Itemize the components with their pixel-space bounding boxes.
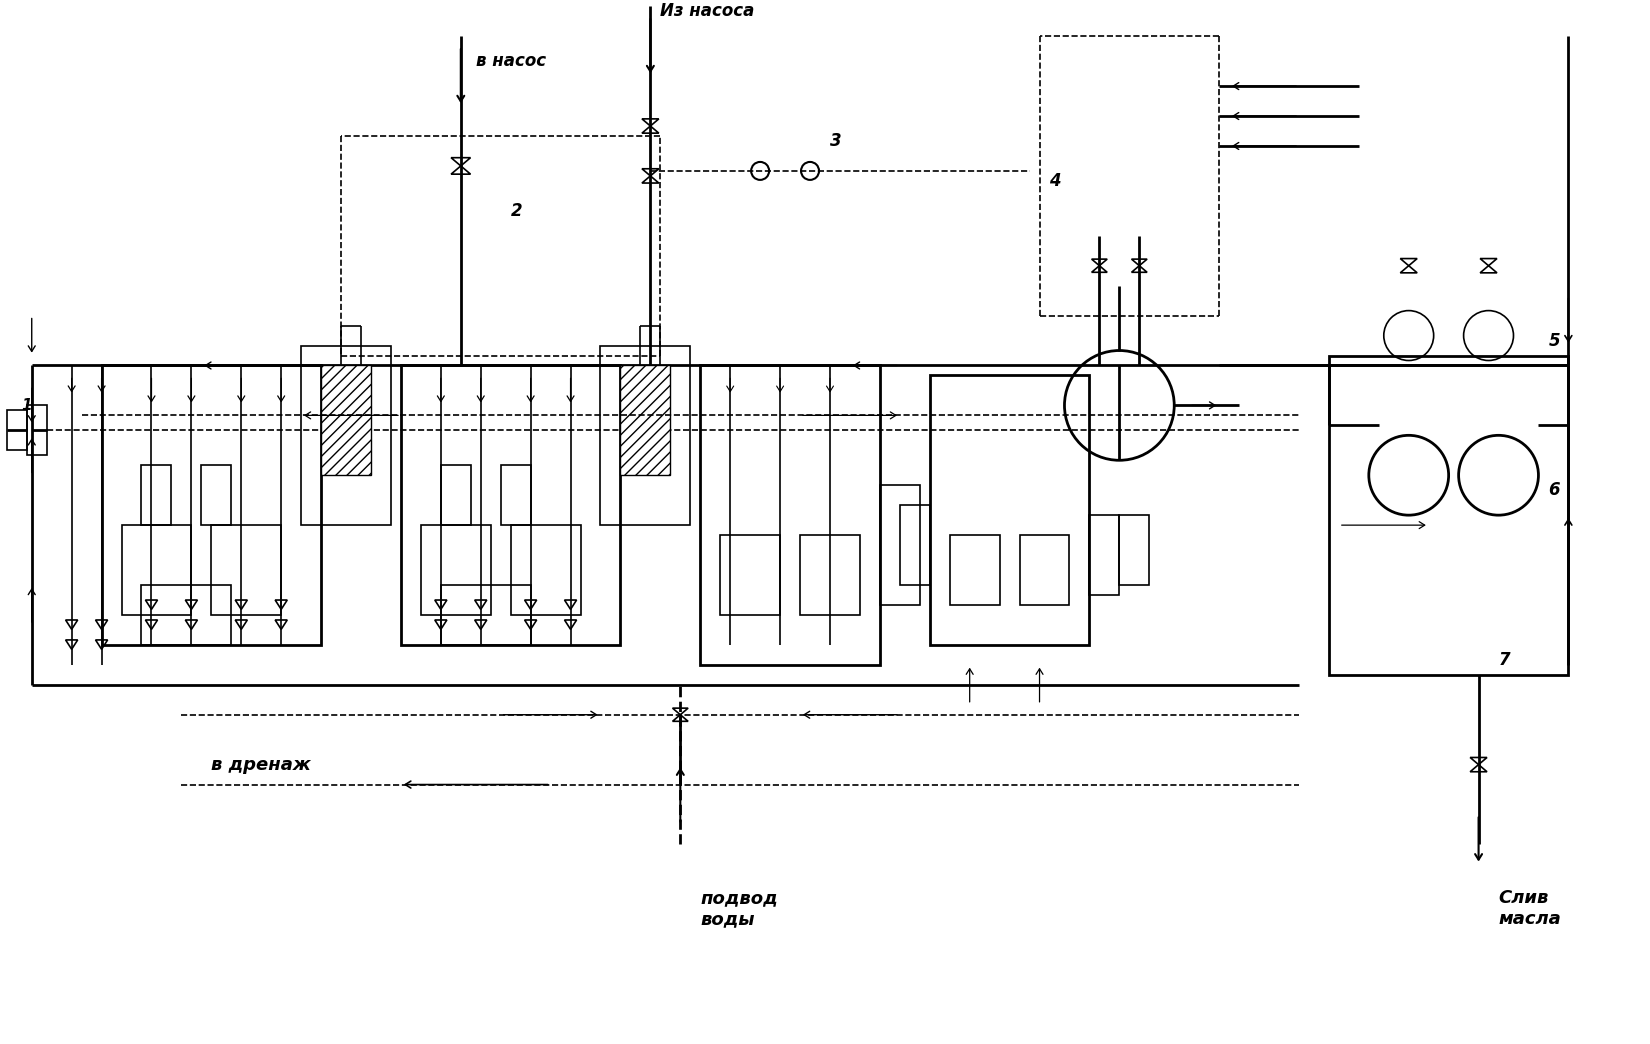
Bar: [26, 405, 46, 455]
Bar: [142, 585, 231, 645]
Bar: [401, 365, 620, 645]
Bar: [441, 466, 470, 525]
Text: 1: 1: [21, 399, 33, 413]
Text: 4: 4: [1049, 172, 1061, 190]
Text: 3: 3: [830, 132, 842, 150]
Bar: [102, 365, 322, 645]
Bar: [211, 525, 280, 615]
Bar: [122, 525, 191, 615]
Bar: [899, 505, 929, 585]
Bar: [512, 525, 581, 615]
Bar: [7, 410, 26, 450]
Bar: [601, 346, 690, 525]
Bar: [201, 466, 231, 525]
Text: 2: 2: [512, 201, 523, 220]
Bar: [721, 536, 780, 615]
Text: в дренаж: в дренаж: [211, 756, 312, 774]
Text: подвод
воды: подвод воды: [700, 889, 777, 928]
Text: 5: 5: [1548, 332, 1559, 350]
Bar: [322, 365, 371, 475]
Bar: [302, 346, 391, 525]
Bar: [1119, 515, 1150, 585]
Bar: [620, 365, 670, 475]
Bar: [142, 466, 172, 525]
Bar: [1328, 356, 1569, 674]
Bar: [879, 485, 919, 604]
Text: 6: 6: [1548, 481, 1559, 499]
Bar: [1020, 536, 1069, 604]
Bar: [700, 365, 879, 665]
Bar: [929, 376, 1089, 645]
Text: Слив
масла: Слив масла: [1498, 889, 1561, 928]
Text: 7: 7: [1498, 650, 1510, 669]
Bar: [800, 536, 860, 615]
Text: Из насоса: Из насоса: [660, 2, 754, 20]
Bar: [950, 536, 1000, 604]
Bar: [500, 466, 531, 525]
Bar: [421, 525, 490, 615]
Bar: [1089, 515, 1119, 595]
Bar: [441, 585, 531, 645]
Text: в насос: в насос: [475, 52, 546, 70]
